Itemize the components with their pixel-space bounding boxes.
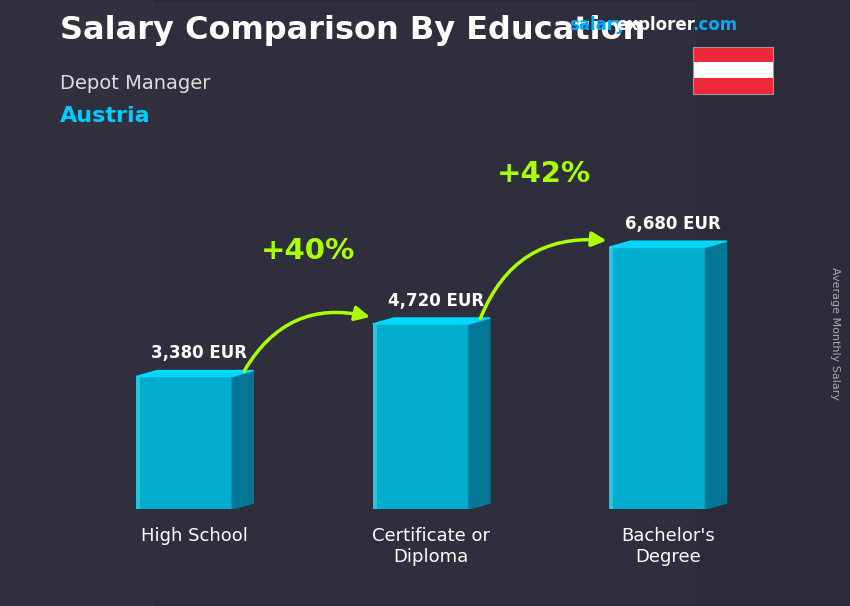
Bar bbox=[0, 0, 153, 606]
Text: salary: salary bbox=[570, 16, 626, 35]
Text: .com: .com bbox=[693, 16, 738, 35]
Text: Bachelor's
Degree: Bachelor's Degree bbox=[621, 527, 715, 566]
Bar bbox=[609, 247, 705, 509]
Bar bbox=[609, 247, 613, 509]
Text: 3,380 EUR: 3,380 EUR bbox=[151, 344, 247, 362]
Text: Austria: Austria bbox=[60, 106, 150, 126]
Bar bbox=[697, 0, 850, 606]
Text: High School: High School bbox=[141, 527, 248, 545]
Text: Certificate or
Diploma: Certificate or Diploma bbox=[372, 527, 490, 566]
Text: +42%: +42% bbox=[497, 160, 592, 188]
Text: Salary Comparison By Education: Salary Comparison By Education bbox=[60, 15, 645, 46]
Polygon shape bbox=[706, 241, 727, 509]
Polygon shape bbox=[609, 241, 727, 247]
Bar bbox=[136, 376, 232, 509]
Bar bbox=[136, 376, 140, 509]
Text: +40%: +40% bbox=[261, 236, 354, 265]
Bar bbox=[372, 324, 377, 509]
Polygon shape bbox=[136, 370, 253, 376]
Text: Average Monthly Salary: Average Monthly Salary bbox=[830, 267, 840, 400]
Text: 4,720 EUR: 4,720 EUR bbox=[388, 291, 484, 310]
Text: Depot Manager: Depot Manager bbox=[60, 74, 210, 93]
Polygon shape bbox=[372, 318, 490, 324]
Text: 6,680 EUR: 6,680 EUR bbox=[625, 215, 721, 233]
Polygon shape bbox=[469, 318, 490, 509]
Polygon shape bbox=[232, 370, 253, 509]
Bar bbox=[372, 324, 469, 509]
Text: explorer: explorer bbox=[616, 16, 695, 35]
